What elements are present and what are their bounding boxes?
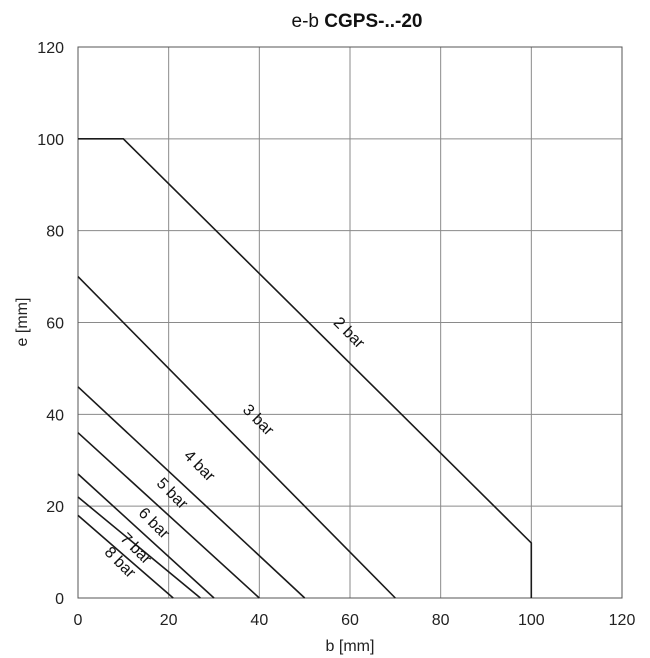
y-tick-label: 120 [37,40,64,57]
y-axis-label: e [mm] [14,298,31,347]
line-label: 2 bar [330,314,368,352]
y-tick-label: 100 [37,132,64,149]
x-tick-label: 40 [250,612,268,629]
y-tick-label: 40 [46,407,64,424]
y-tick-label: 80 [46,224,64,241]
x-axis-ticks: 0 20 40 60 80 100 120 [74,612,636,629]
series-line-5-bar [77,432,260,599]
x-axis-label: b [mm] [326,638,375,655]
series-line-2-bar [78,138,533,598]
x-tick-label: 120 [609,612,636,629]
line-label: 4 bar [180,447,218,485]
chart-title: e-b CGPS-..-20 [292,11,423,32]
series-group [77,138,533,599]
x-tick-label: 20 [160,612,178,629]
chart-title-prefix: e-b [292,11,319,32]
x-tick-label: 100 [518,612,545,629]
y-axis-ticks: 0 20 40 60 80 100 120 [37,40,64,608]
line-label: 6 bar [135,505,173,543]
series-line-4-bar [77,386,306,599]
series-line-8-bar [77,514,174,599]
series-line-6-bar [77,473,215,599]
y-tick-label: 0 [55,591,64,608]
series-line-7-bar [77,496,201,599]
series-line-3-bar [77,276,396,599]
x-tick-label: 0 [74,612,83,629]
chart-title-main: CGPS-..-20 [324,11,422,32]
y-tick-label: 20 [46,499,64,516]
plot-frame [77,46,623,599]
line-label: 3 bar [239,401,277,439]
x-tick-label: 60 [341,612,359,629]
y-tick-label: 60 [46,316,64,333]
line-label: 5 bar [153,475,191,513]
x-tick-label: 80 [432,612,450,629]
